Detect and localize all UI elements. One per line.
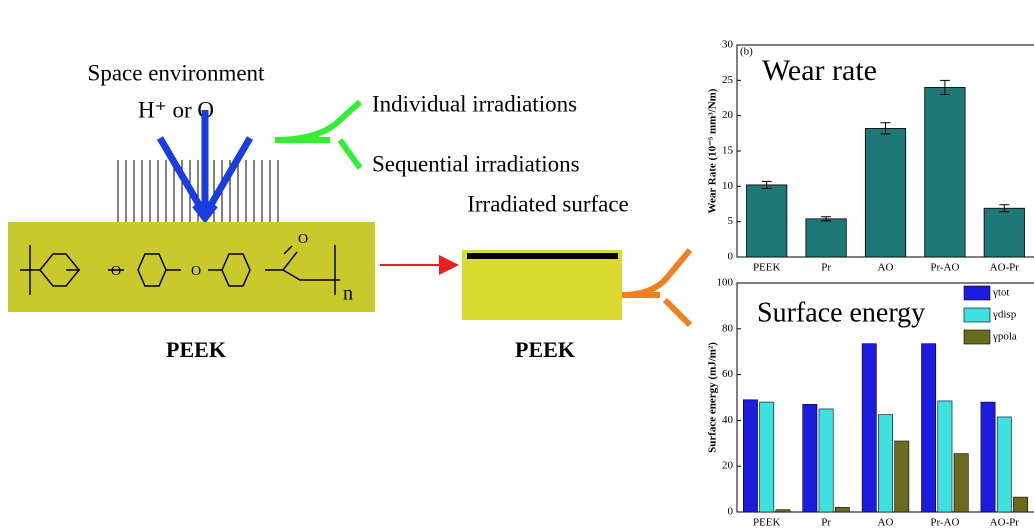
x-tick-label: AO	[878, 517, 894, 529]
y-axis-label: Wear Rate (10⁻⁵ mm³/Nm)	[707, 88, 719, 213]
bar	[819, 409, 833, 512]
chart-title: Wear rate	[762, 54, 877, 87]
polymer-block	[462, 250, 622, 320]
y-tick-label: 25	[722, 74, 734, 86]
y-tick-label: 20	[722, 460, 734, 472]
bar	[806, 219, 846, 257]
bar	[954, 454, 968, 512]
bar	[760, 402, 774, 512]
label: Space environment	[88, 60, 266, 85]
bar	[922, 344, 936, 512]
legend-swatch	[964, 330, 990, 344]
y-tick-label: 80	[722, 322, 734, 334]
figure: Space environment H⁺ or O Individual irr…	[0, 0, 1034, 531]
y-tick-label: 10	[722, 180, 734, 192]
y-tick-label: 30	[722, 39, 734, 51]
x-tick-label: PEEK	[753, 517, 781, 529]
bar	[743, 400, 757, 512]
label: PEEK	[515, 337, 575, 362]
legend-swatch	[964, 308, 990, 322]
y-tick-label: 0	[728, 506, 734, 518]
y-tick-label: 60	[722, 368, 734, 380]
x-tick-label: PEEK	[753, 262, 781, 274]
legend-label: γtot	[992, 287, 1009, 299]
bar	[776, 510, 790, 512]
surface-layer	[467, 253, 618, 259]
bar	[938, 401, 952, 512]
y-tick-label: 20	[722, 109, 734, 121]
atom: O	[298, 232, 308, 247]
label: PEEK	[166, 337, 226, 362]
legend-label: γdisp	[992, 309, 1017, 321]
x-tick-label: Pr-AO	[930, 517, 959, 529]
bar	[747, 185, 787, 257]
x-tick-label: AO-Pr	[990, 262, 1020, 274]
chart-title: Surface energy	[757, 297, 925, 328]
label: Sequential irradiations	[372, 151, 580, 176]
x-tick-label: AO	[878, 262, 894, 274]
atom: n	[343, 283, 353, 305]
bar	[997, 417, 1011, 512]
arrow	[622, 250, 690, 325]
diagram: Space environment H⁺ or O Individual irr…	[8, 60, 690, 362]
x-tick-label: AO-Pr	[990, 517, 1020, 529]
bar	[862, 344, 876, 512]
panel-label: (b)	[740, 46, 753, 58]
bar	[981, 402, 995, 512]
bar	[865, 128, 905, 257]
y-tick-label: 15	[722, 145, 734, 157]
legend-swatch	[964, 286, 990, 300]
y-axis-label: Surface energy (mJ/m²)	[707, 342, 719, 453]
atom: O	[111, 264, 121, 279]
legend-label: γpola	[992, 331, 1017, 343]
y-tick-label: 40	[722, 414, 734, 426]
arrow	[275, 102, 360, 168]
bar	[984, 208, 1024, 257]
x-tick-label: Pr-AO	[930, 262, 959, 274]
x-tick-label: Pr	[821, 517, 831, 529]
label: Irradiated surface	[467, 191, 629, 216]
bar	[895, 441, 909, 512]
y-tick-label: 0	[728, 251, 734, 263]
atom: O	[191, 264, 201, 279]
bar	[1013, 497, 1027, 512]
label: Individual irradiations	[372, 91, 577, 116]
bar	[835, 507, 849, 512]
x-tick-label: Pr	[821, 262, 831, 274]
bar	[878, 415, 892, 512]
bar	[803, 404, 817, 512]
y-tick-label: 100	[717, 277, 734, 289]
y-tick-label: 5	[728, 215, 734, 227]
bar	[925, 87, 965, 257]
